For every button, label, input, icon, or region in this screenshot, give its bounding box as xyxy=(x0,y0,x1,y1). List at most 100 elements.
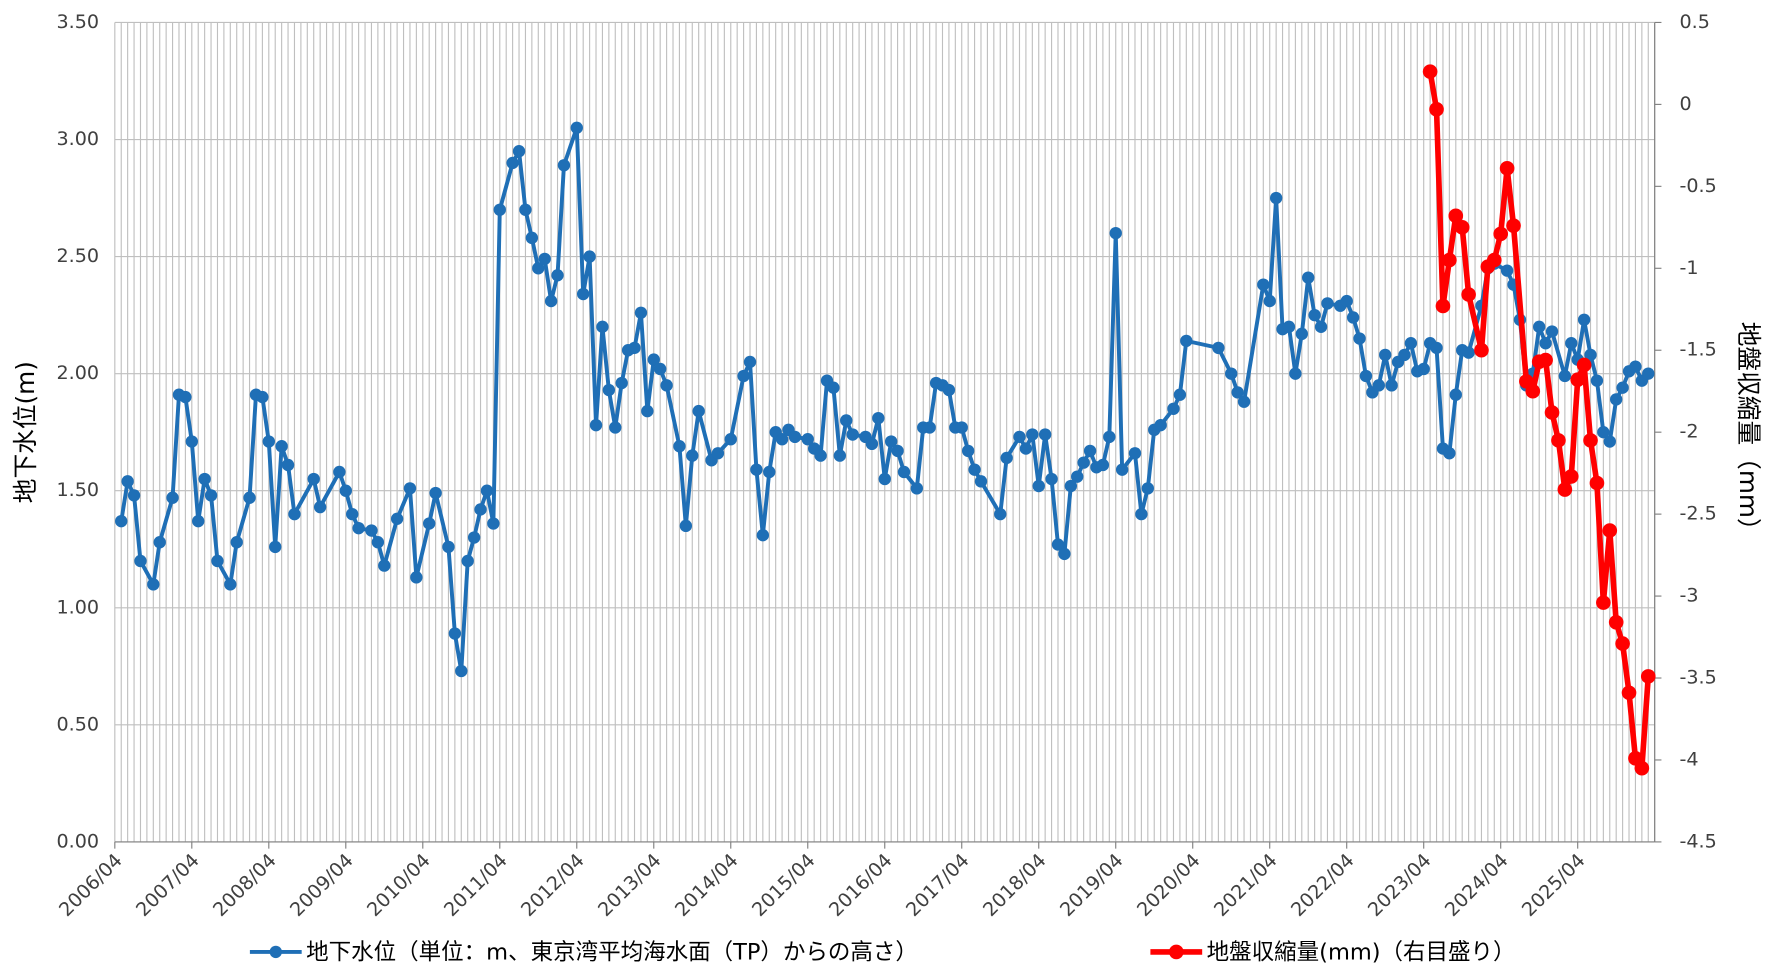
series-marker xyxy=(692,404,705,418)
legend-label: 地盤収縮量(mm)（右目盛り） xyxy=(1207,940,1516,966)
series-marker xyxy=(788,430,802,444)
series-marker xyxy=(557,159,571,172)
series-marker xyxy=(288,507,301,521)
series-marker xyxy=(974,475,988,488)
series-marker xyxy=(1103,430,1116,444)
legend-marker xyxy=(269,945,282,959)
y2-tick-label: -4 xyxy=(1679,747,1698,770)
series-marker xyxy=(1558,369,1572,383)
series-marker xyxy=(333,465,346,479)
series-marker xyxy=(570,121,583,134)
series-marker xyxy=(897,465,911,479)
series-marker xyxy=(127,489,141,502)
series-marker xyxy=(1422,64,1438,79)
y-tick-label: 0.00 xyxy=(56,829,99,852)
series-marker xyxy=(1570,372,1586,388)
series-marker xyxy=(275,440,288,453)
series-marker xyxy=(1417,362,1430,376)
series-marker xyxy=(1257,278,1270,291)
series-marker xyxy=(1109,226,1122,240)
series-marker xyxy=(884,435,898,448)
series-marker xyxy=(519,203,532,216)
series-marker xyxy=(750,463,763,476)
series-marker xyxy=(1173,388,1187,401)
series-marker xyxy=(724,433,737,446)
series-marker xyxy=(121,475,134,488)
series-marker xyxy=(204,489,218,502)
series-marker xyxy=(1443,447,1456,460)
legend-marker xyxy=(1168,944,1184,960)
series-marker xyxy=(1295,327,1308,341)
series-marker xyxy=(1533,320,1546,333)
series-marker xyxy=(474,503,487,516)
x-tick-label: 2015/04 xyxy=(747,849,819,921)
series-marker xyxy=(371,536,385,549)
y-tick-label: 3.50 xyxy=(56,10,99,33)
series-marker xyxy=(673,440,686,453)
series-marker xyxy=(224,578,237,591)
series-marker xyxy=(878,472,891,486)
series-marker xyxy=(378,559,391,572)
y-tick-label: 1.50 xyxy=(56,478,99,501)
series-marker xyxy=(1615,636,1630,651)
series-marker xyxy=(775,433,789,446)
y2-tick-label: -3.5 xyxy=(1679,666,1716,689)
series-marker xyxy=(403,482,417,495)
series-marker xyxy=(269,540,282,554)
series-marker xyxy=(1557,482,1573,497)
series-marker xyxy=(211,554,224,568)
series-marker xyxy=(307,472,320,486)
series-marker xyxy=(628,341,641,355)
series-marker xyxy=(1071,470,1084,483)
series-marker xyxy=(1135,507,1148,521)
series-marker xyxy=(840,414,853,427)
series-marker xyxy=(833,449,847,462)
x-tick-label: 2010/04 xyxy=(362,849,434,921)
x-tick-label: 2023/04 xyxy=(1363,849,1435,921)
x-tick-label: 2021/04 xyxy=(1209,849,1281,921)
series-marker xyxy=(1000,451,1013,465)
series-marker xyxy=(615,376,628,390)
series-marker xyxy=(801,433,814,446)
series-marker xyxy=(179,390,192,404)
series-marker xyxy=(641,404,654,418)
series-marker xyxy=(910,482,924,495)
series-marker xyxy=(1237,395,1251,408)
series-marker xyxy=(1154,418,1167,432)
y-axis-title: 地下水位(m) xyxy=(11,361,40,503)
y2-axis-title: 地盤収縮量（mm） xyxy=(1734,322,1763,543)
series-marker xyxy=(1609,393,1623,406)
series-marker xyxy=(865,437,879,451)
series-marker xyxy=(1077,456,1090,469)
x-tick-label: 2025/04 xyxy=(1517,849,1589,921)
series-marker xyxy=(429,486,442,500)
series-marker xyxy=(1603,435,1616,448)
series-marker xyxy=(442,540,455,554)
series-marker xyxy=(1231,386,1244,399)
series-marker xyxy=(1038,428,1052,441)
series-marker xyxy=(1212,341,1225,355)
series-marker xyxy=(994,507,1007,521)
series-marker xyxy=(506,156,519,170)
series-marker xyxy=(763,465,776,479)
y2-tick-label: -3 xyxy=(1679,584,1698,607)
series-marker xyxy=(185,435,198,448)
series-marker xyxy=(1372,379,1385,392)
series-marker xyxy=(1058,547,1071,561)
series-marker xyxy=(1115,463,1129,476)
series-marker xyxy=(1013,430,1026,444)
series-marker xyxy=(1430,341,1443,355)
series-marker xyxy=(1302,271,1315,284)
y-tick-label: 1.00 xyxy=(56,595,99,618)
series-marker xyxy=(448,627,462,640)
x-tick-label: 2011/04 xyxy=(439,849,511,921)
series-marker xyxy=(1576,357,1592,373)
series-marker xyxy=(493,203,506,216)
series-marker xyxy=(743,355,757,369)
series-marker xyxy=(1032,479,1045,493)
series-marker xyxy=(1493,226,1509,242)
series-marker xyxy=(1321,297,1334,310)
x-tick-label: 2019/04 xyxy=(1055,849,1127,921)
series-marker xyxy=(1398,348,1411,362)
